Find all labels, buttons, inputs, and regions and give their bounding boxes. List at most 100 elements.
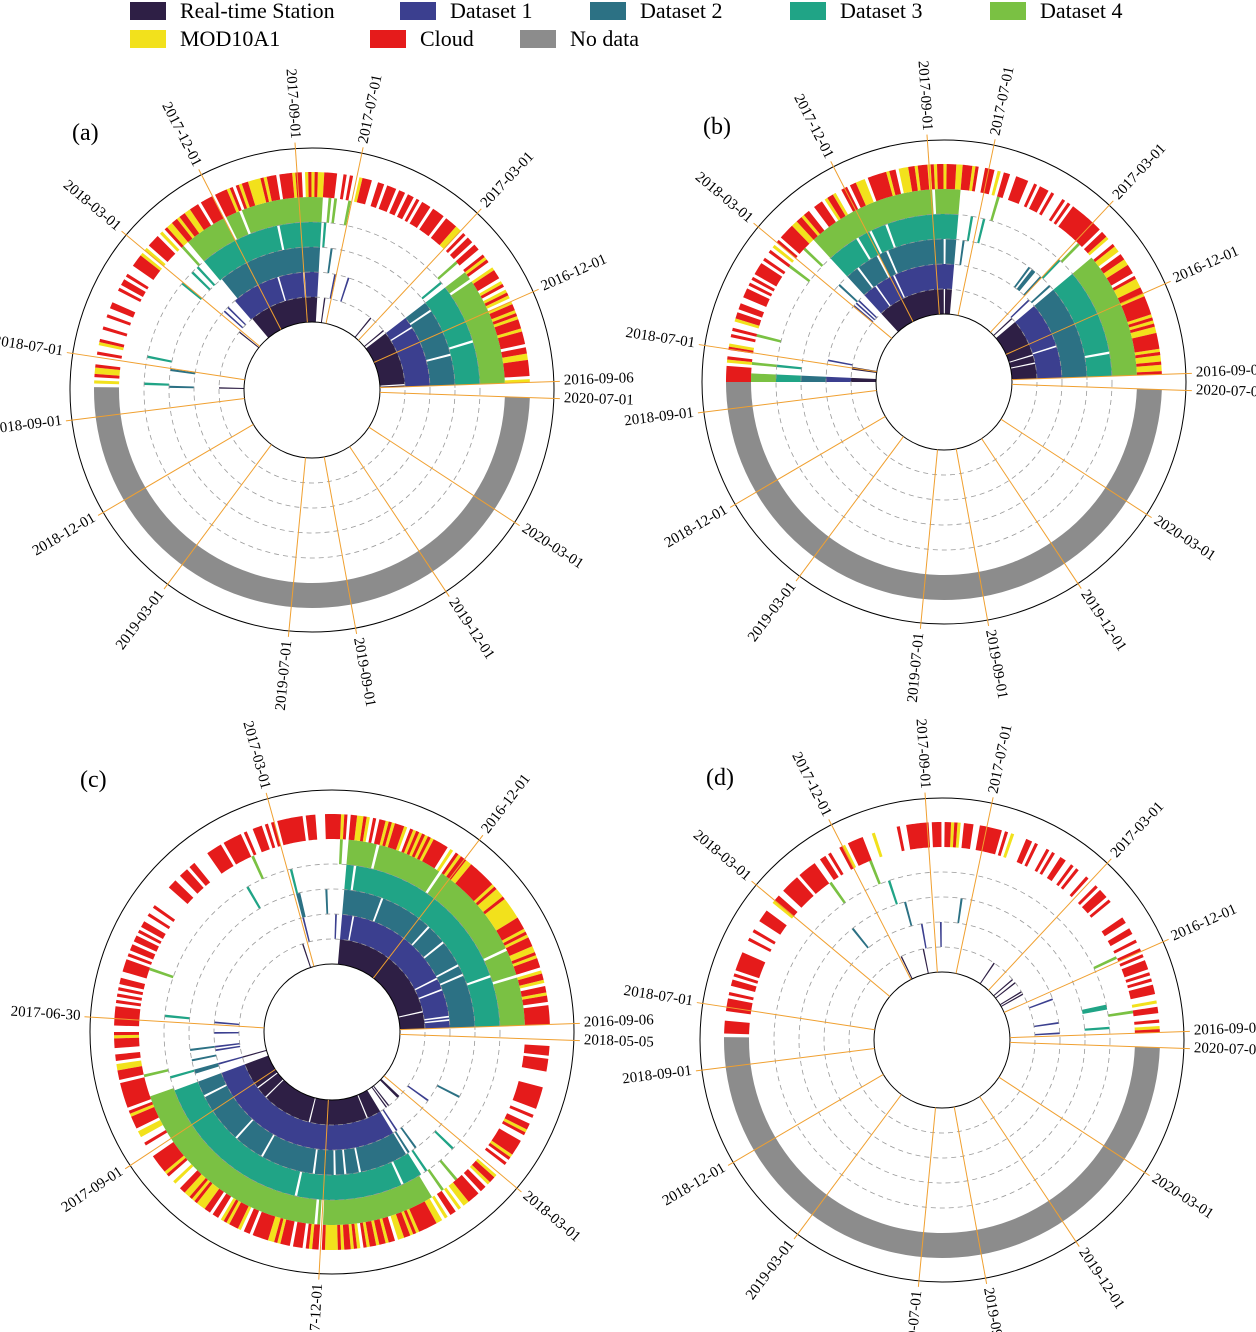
date-label: 2017-07-01 [356,73,386,145]
date-label: 2016-12-01 [539,251,609,294]
date-tick-line [1005,280,1171,355]
panel-label: (a) [72,120,99,146]
date-label: 2018-07-01 [625,325,697,351]
date-label: 2019-09-01 [982,628,1010,700]
date-label: 2017-03-01 [1108,799,1167,861]
legend-item-dataset-1: Dataset 1 [400,0,532,24]
date-label: 2019-09-01 [980,1286,1008,1332]
legend-item-dataset-4: Dataset 4 [990,0,1122,24]
legend-label: Dataset 1 [450,0,533,23]
inner-circle [873,971,1011,1109]
date-label: 2017-12-01 [790,92,836,162]
date-label: 2017-12-01 [158,100,204,170]
grid-circle [798,896,1086,1184]
ring-5-marks [751,188,1137,382]
legend-swatch [990,2,1026,20]
ring-2-marks [826,264,1062,382]
legend-item-dataset-2: Dataset 2 [590,0,722,24]
grid-circle [800,238,1088,526]
date-tick-line [697,389,877,414]
date-tick-line [198,169,282,330]
date-tick-line [97,423,254,516]
date-label: 2017-07-01 [986,723,1016,795]
date-tick-line [751,880,891,997]
outer-circle [699,797,1185,1283]
ring-4-marks [776,214,1112,382]
date-label: 2019-07-01 [905,632,928,703]
date-tick-line [917,1107,937,1287]
date-label: 2016-12-01 [479,771,534,836]
date-tick-line [1009,1030,1190,1039]
date-label: 2018-03-01 [692,169,756,226]
legend-item-dataset-3: Dataset 3 [790,0,922,24]
date-tick-line [358,208,482,341]
date-label: 2019-07-01 [903,1290,926,1332]
date-label: 2019-03-01 [745,579,800,645]
date-tick-line [325,147,364,324]
grid-circle [143,221,481,559]
date-tick-line [379,391,560,400]
date-label: 2017-09-01 [59,1164,126,1216]
date-label: 2018-09-01 [0,413,63,438]
date-tick-line [1011,383,1192,392]
date-tick-line [795,436,904,582]
date-tick-line [698,344,877,373]
date-label: 2020-07-01 [564,390,635,408]
legend-label: Dataset 4 [1040,0,1123,23]
inner-circle [875,313,1013,451]
grid-circle [218,296,406,484]
ring-4-marks [144,221,480,386]
date-tick-line [926,134,940,315]
legend-label: Dataset 3 [840,0,923,23]
ring-3-marks [169,246,455,389]
date-tick-line [399,1022,580,1031]
date-tick-line [349,446,450,597]
date-tick-line [924,792,938,973]
panel-label: (b) [703,114,731,140]
date-label: 2020-03-01 [1151,513,1218,565]
date-tick-line [990,200,1114,333]
grid-circle [238,938,426,1126]
date-tick-line [998,1076,1150,1177]
date-label: 2018-09-01 [623,405,694,430]
date-tick-line [124,1069,276,1170]
date-tick-line [1000,418,1152,519]
grid-circle [193,271,431,509]
ring-2-marks [920,922,1060,1036]
date-label: 2017-03-01 [1110,141,1169,203]
date-tick-line [955,797,994,974]
legend-label: Dataset 2 [640,0,723,23]
date-label: 2020-07-01 [1194,1040,1256,1058]
date-tick-line [696,1002,875,1031]
date-tick-line [368,426,520,527]
date-label: 2019-09-01 [350,636,378,708]
cloud-marks [724,822,1160,1035]
date-label: 2020-03-01 [1149,1171,1216,1223]
date-label: 2018-12-01 [660,1160,728,1209]
legend-swatch [590,2,626,20]
legend: Real-time Station Dataset 1 Dataset 2 Da… [0,0,1256,60]
date-tick-line [919,449,939,629]
date-tick-line [399,1033,580,1042]
date-label: 2016-12-01 [1169,901,1239,944]
ring-1-marks [219,297,405,389]
date-tick-line [988,858,1112,991]
no-data-band [724,1037,1160,1258]
date-label: 2017-07-01 [988,65,1018,137]
panel-label: (c) [80,767,107,793]
legend-swatch [370,30,406,48]
date-label: 2016-09-06 [1196,362,1256,380]
grid-circle [188,888,476,1176]
date-label: 2018-03-01 [690,827,754,884]
date-label: 2017-12-01 [788,750,834,820]
outer-circle [701,139,1187,625]
date-tick-line [65,397,245,422]
date-label: 2018-03-01 [520,1188,584,1245]
cloud-marks [94,172,530,379]
date-label: 2018-12-01 [30,510,98,559]
legend-swatch [790,2,826,20]
grid-circle [848,946,1036,1134]
